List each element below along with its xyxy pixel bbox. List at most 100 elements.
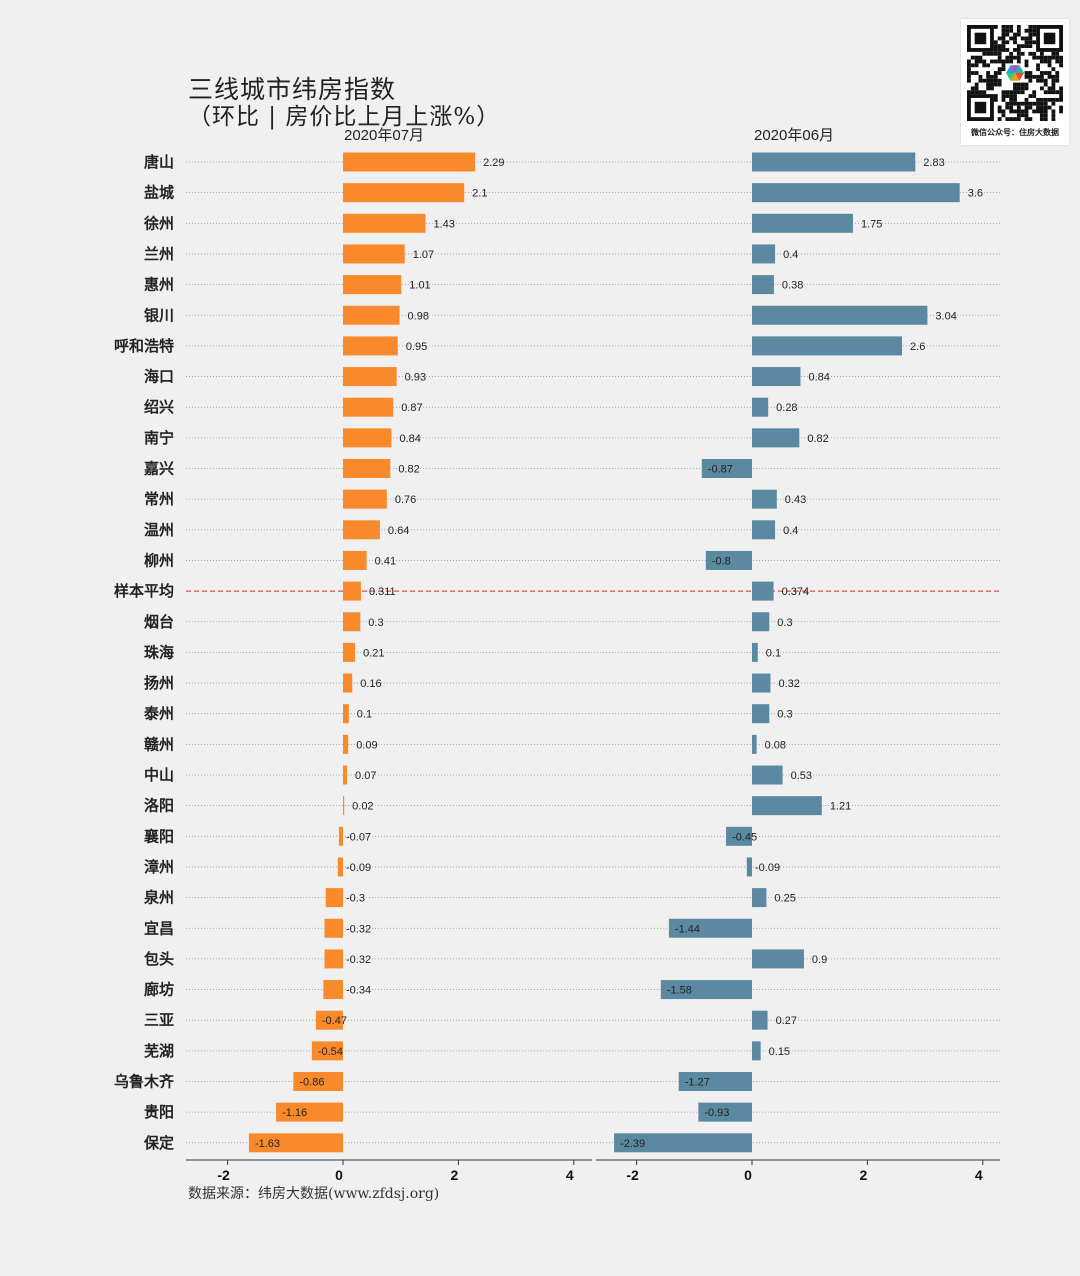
- bar: [276, 1102, 343, 1122]
- bar: [343, 612, 361, 632]
- category-label: 赣州: [144, 735, 174, 753]
- bar: [248, 1133, 343, 1153]
- data-label: -1.44: [675, 923, 700, 935]
- bar: [752, 520, 776, 540]
- category-label: 洛阳: [144, 797, 174, 815]
- data-label: 0.87: [401, 402, 422, 414]
- data-label: -0.09: [346, 862, 371, 874]
- bar: [698, 1102, 752, 1122]
- data-label: 0.3: [368, 617, 383, 629]
- bar: [752, 275, 774, 295]
- qr-code-image: [967, 25, 1063, 121]
- category-label: 呼和浩特: [114, 337, 174, 355]
- data-label: 0.4: [783, 525, 798, 537]
- category-label: 银川: [144, 306, 174, 324]
- data-label: 1.75: [861, 218, 882, 230]
- category-label: 南宁: [144, 429, 174, 447]
- category-label: 扬州: [144, 674, 174, 692]
- data-label: 1.01: [409, 280, 430, 292]
- data-label: -0.45: [732, 831, 757, 843]
- bar: [343, 152, 476, 172]
- bar: [614, 1133, 752, 1153]
- category-label: 嘉兴: [143, 460, 174, 478]
- data-label: 0.15: [769, 1046, 790, 1058]
- data-label: 0.1: [766, 647, 781, 659]
- category-label: 唐山: [144, 153, 174, 171]
- bar: [293, 1072, 343, 1091]
- category-label: 徐州: [143, 214, 174, 232]
- data-label: -1.27: [685, 1077, 710, 1089]
- bar: [752, 581, 774, 601]
- data-label: 1.21: [830, 801, 851, 813]
- bar: [343, 367, 397, 387]
- panel-2: 2020年06月 2.83 3.6 1.75 0.4 0.38 3.04 2.6 0.84 0.2…: [596, 127, 1000, 1183]
- data-label: -0.87: [708, 464, 733, 476]
- category-label: 绍兴: [144, 398, 174, 416]
- category-label: 廊坊: [144, 981, 174, 999]
- bar: [343, 673, 353, 693]
- category-label: 贵阳: [144, 1103, 174, 1121]
- bar: [343, 183, 465, 203]
- data-label: 0.32: [778, 678, 799, 690]
- data-label: 0.27: [776, 1015, 797, 1027]
- data-label: 0.08: [765, 739, 786, 751]
- data-label: 0.1: [357, 709, 372, 721]
- data-label: 0.28: [776, 402, 797, 414]
- data-label: 0.3: [777, 617, 792, 629]
- data-label: 0.41: [375, 555, 396, 567]
- category-label: 泰州: [143, 705, 174, 723]
- bar: [752, 642, 758, 662]
- data-label: -0.8: [712, 555, 731, 567]
- data-label: 0.25: [774, 893, 795, 905]
- data-label: -1.63: [255, 1138, 280, 1150]
- bar: [668, 918, 752, 938]
- x-tick-label: -2: [217, 1167, 230, 1183]
- bar: [705, 550, 752, 570]
- bar: [343, 275, 402, 295]
- bar: [752, 183, 960, 203]
- x-tick-label: 4: [975, 1167, 983, 1183]
- data-label: 0.4: [783, 249, 798, 261]
- data-label: 1.43: [434, 218, 455, 230]
- bar: [752, 1041, 761, 1061]
- bar: [752, 888, 767, 908]
- x-tick-label: 2: [451, 1167, 459, 1183]
- data-label: 2.6: [910, 341, 925, 353]
- bar: [752, 367, 801, 387]
- category-label: 温州: [144, 521, 174, 539]
- bar: [752, 428, 800, 448]
- x-tick-label: 4: [566, 1167, 574, 1183]
- bar: [343, 305, 400, 325]
- category-label: 常州: [144, 490, 174, 508]
- bar: [338, 826, 343, 846]
- bar: [343, 428, 392, 448]
- data-label: 0.09: [356, 739, 377, 751]
- bar: [343, 550, 367, 570]
- data-label: -2.39: [620, 1138, 645, 1150]
- bar: [752, 1010, 768, 1030]
- bar: [752, 612, 770, 632]
- bar: [337, 857, 343, 877]
- data-label: 0.82: [398, 464, 419, 476]
- data-label: 0.3: [777, 709, 792, 721]
- bar: [343, 244, 405, 264]
- data-label: 0.374: [782, 586, 810, 598]
- category-label: 三亚: [144, 1011, 174, 1029]
- data-label: 0.93: [405, 372, 426, 384]
- data-label: 0.38: [782, 280, 803, 292]
- bar: [726, 826, 752, 846]
- data-label: -0.54: [318, 1046, 343, 1058]
- category-label: 芜湖: [144, 1042, 174, 1060]
- bar: [343, 520, 380, 540]
- data-label: 0.84: [399, 433, 420, 445]
- bar: [343, 581, 361, 601]
- data-label: 2.29: [483, 157, 504, 169]
- data-label: 3.04: [935, 310, 956, 322]
- category-label: 柳州: [144, 551, 174, 569]
- bar: [343, 642, 356, 662]
- data-label: 0.02: [352, 801, 373, 813]
- bar: [343, 213, 426, 233]
- bar: [311, 1041, 343, 1061]
- x-tick-label: 0: [744, 1167, 752, 1183]
